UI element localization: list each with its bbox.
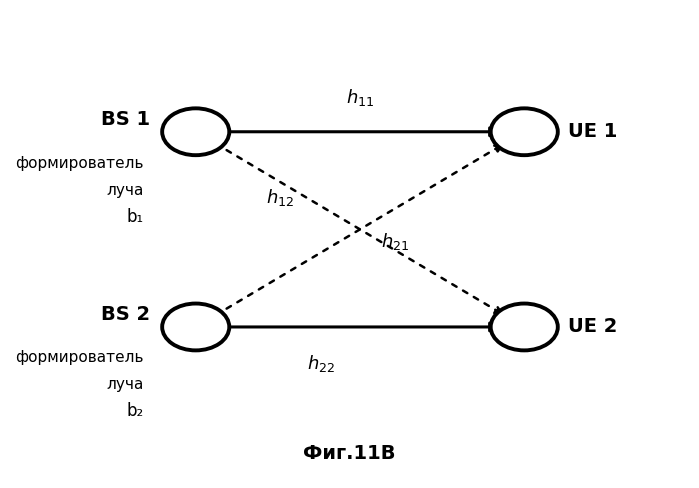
Text: b₁: b₁ <box>127 208 143 226</box>
Circle shape <box>491 304 558 350</box>
Text: UE 1: UE 1 <box>568 122 617 141</box>
Text: UE 2: UE 2 <box>568 318 617 336</box>
Text: $h_{21}$: $h_{21}$ <box>381 231 409 252</box>
Text: формирователь: формирователь <box>15 350 143 365</box>
Circle shape <box>162 108 229 155</box>
Text: BS 2: BS 2 <box>101 305 150 324</box>
Text: Фиг.11B: Фиг.11B <box>303 445 396 463</box>
Text: формирователь: формирователь <box>15 156 143 171</box>
Circle shape <box>162 304 229 350</box>
Text: b₂: b₂ <box>126 402 143 420</box>
Text: луча: луча <box>106 183 143 198</box>
Text: луча: луча <box>106 377 143 391</box>
Text: $h_{11}$: $h_{11}$ <box>346 87 374 108</box>
Circle shape <box>491 108 558 155</box>
Text: BS 1: BS 1 <box>101 110 150 129</box>
Text: $h_{22}$: $h_{22}$ <box>308 353 336 374</box>
Text: $h_{12}$: $h_{12}$ <box>266 187 294 208</box>
